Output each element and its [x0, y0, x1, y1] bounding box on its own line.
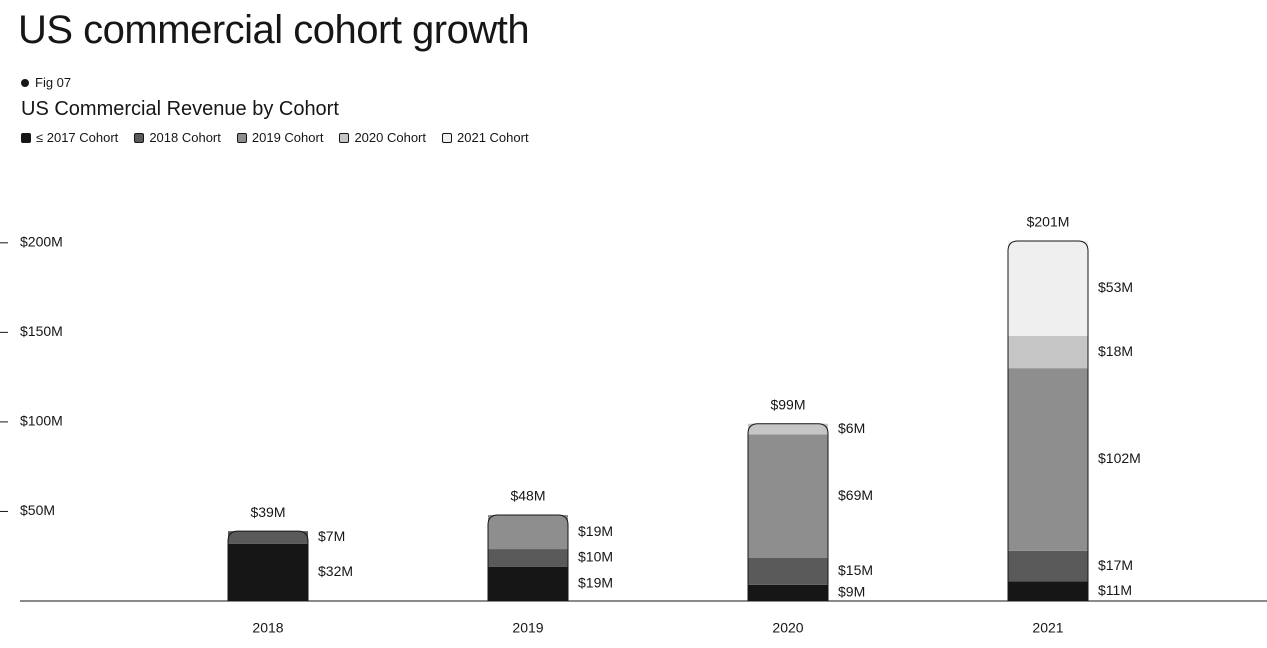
bar-segment	[228, 543, 308, 601]
total-label: $201M	[1027, 214, 1070, 230]
segment-label: $11M	[1098, 582, 1132, 598]
segment-label: $19M	[578, 575, 613, 591]
legend-label: 2021 Cohort	[457, 130, 529, 145]
bar-segment	[748, 423, 828, 435]
bar-segment	[1008, 581, 1088, 601]
bar-segment	[1008, 335, 1088, 369]
bar-outline	[747, 423, 829, 601]
legend-item: 2021 Cohort	[442, 130, 529, 145]
legend-item: ≤ 2017 Cohort	[21, 130, 118, 145]
legend-item: 2020 Cohort	[339, 130, 426, 145]
total-label: $99M	[770, 396, 805, 412]
total-label: $48M	[510, 488, 545, 504]
legend-item: 2018 Cohort	[134, 130, 221, 145]
segment-label: $32M	[318, 563, 353, 579]
x-tick-label: 2019	[512, 620, 543, 636]
y-tick-label: $150M	[20, 323, 63, 339]
y-tick-label: $200M	[20, 234, 63, 250]
segment-label: $7M	[318, 528, 345, 544]
bar-segment	[1008, 550, 1088, 582]
legend-label: 2018 Cohort	[149, 130, 221, 145]
legend-item: 2019 Cohort	[236, 130, 324, 145]
legend-label: 2019 Cohort	[251, 130, 324, 145]
bar-segment	[748, 584, 828, 601]
bar-segment	[748, 558, 828, 585]
segment-label: $53M	[1098, 279, 1133, 295]
bar-segment	[1008, 241, 1088, 336]
segment-label: $69M	[838, 487, 873, 503]
bar-outline	[227, 530, 309, 601]
bar-segment	[488, 549, 568, 567]
bar-segment	[228, 531, 308, 544]
segment-label: $19M	[578, 523, 613, 539]
segment-label: $102M	[1098, 450, 1141, 466]
y-tick-label: $100M	[20, 413, 63, 429]
bar-segment	[748, 434, 828, 559]
legend-swatch	[442, 132, 452, 143]
segment-label: $6M	[838, 420, 865, 436]
x-tick-label: 2020	[772, 620, 803, 636]
legend-label: 2020 Cohort	[354, 130, 426, 145]
bar-segment	[488, 566, 568, 601]
total-label: $39M	[250, 504, 285, 520]
segment-label: $15M	[838, 562, 873, 578]
chart-title: US commercial cohort growth	[18, 8, 530, 52]
bar-segment	[1008, 368, 1088, 551]
legend-swatch	[134, 132, 145, 143]
legend-swatch	[339, 132, 350, 143]
legend-label: ≤ 2017 Cohort	[36, 130, 119, 145]
bar-outline	[1007, 240, 1089, 601]
segment-label: $9M	[838, 584, 865, 600]
bar-segment	[488, 515, 568, 550]
segment-label: $17M	[1098, 557, 1133, 573]
segment-label: $18M	[1098, 343, 1133, 359]
legend-swatch	[236, 132, 247, 143]
x-tick-label: 2021	[1032, 620, 1063, 636]
legend: ≤ 2017 Cohort 2018 Cohort 2019 Cohort 2020 …	[21, 130, 529, 145]
chart-subtitle: US Commercial Revenue by Cohort	[21, 98, 339, 120]
figure-label: Fig 07	[21, 75, 71, 90]
bar-outline	[487, 514, 569, 601]
legend-swatch	[21, 132, 31, 143]
segment-label: $10M	[578, 549, 613, 565]
x-tick-label: 2018	[252, 620, 283, 636]
figure-text: Fig 07	[35, 75, 72, 90]
bullet	[21, 78, 29, 87]
y-tick-label: $50M	[20, 502, 55, 518]
